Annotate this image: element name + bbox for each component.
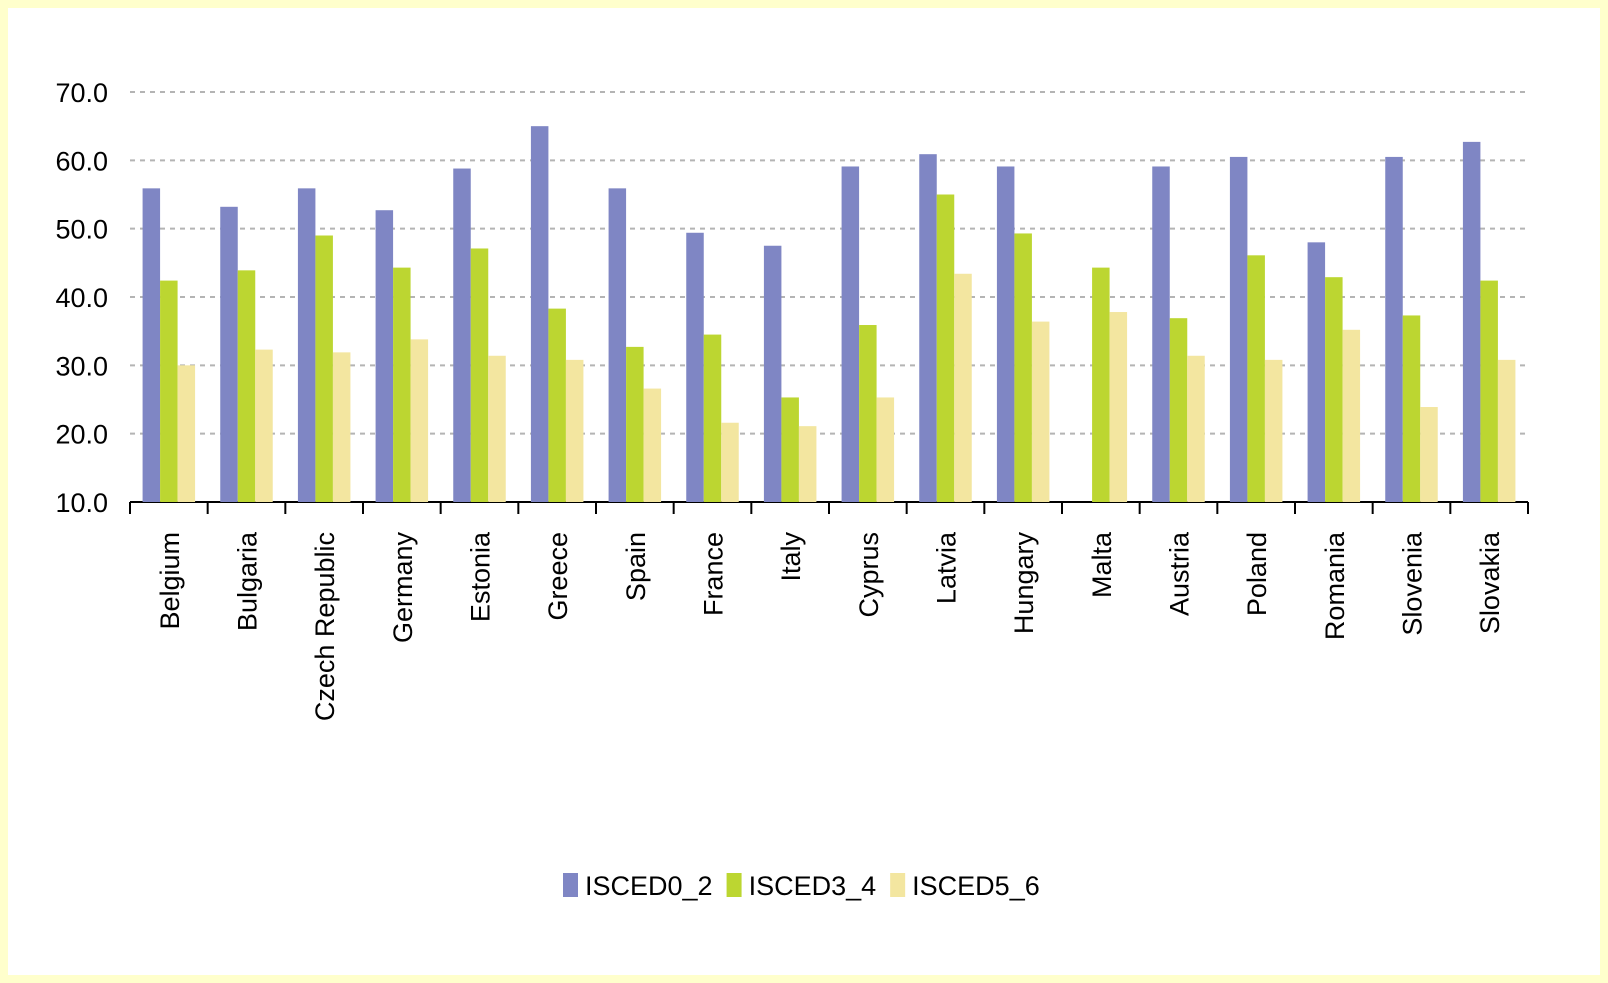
x-tick-label: Romania <box>1320 531 1350 640</box>
bar <box>954 273 972 502</box>
x-tick-label: France <box>699 532 729 616</box>
bar <box>453 168 471 503</box>
x-tick-label: Spain <box>621 532 651 601</box>
bar <box>1092 267 1110 502</box>
bar <box>721 422 739 502</box>
x-tick-label: Bulgaria <box>233 531 263 631</box>
x-tick-label: Hungary <box>1009 532 1039 635</box>
bar <box>1264 359 1283 502</box>
bar <box>530 126 549 503</box>
bar <box>876 397 895 502</box>
bar <box>686 232 704 502</box>
bar <box>1031 321 1050 502</box>
bar <box>548 308 566 502</box>
x-tick-label: Slovakia <box>1475 531 1505 634</box>
bar <box>1247 255 1265 502</box>
bar <box>565 359 584 502</box>
bar <box>1187 355 1205 502</box>
y-tick-label: 70.0 <box>55 78 108 108</box>
bar <box>237 270 256 502</box>
x-tick-label: Malta <box>1087 531 1117 598</box>
bar <box>315 235 333 502</box>
bar <box>160 280 178 502</box>
bar <box>703 334 722 502</box>
bar <box>332 352 351 502</box>
x-tick-label: Belgium <box>155 532 185 630</box>
bar <box>488 355 506 502</box>
bar <box>798 426 817 502</box>
legend-swatch <box>563 873 578 897</box>
bar <box>375 210 394 502</box>
bar <box>410 339 429 502</box>
y-tick-label: 10.0 <box>55 488 108 518</box>
chart: 10.0 20.0 30.0 40.0 50.0 60.0 70.0 Belgium Bulga… <box>55 78 1529 901</box>
bar <box>1480 280 1498 502</box>
bar <box>996 166 1015 502</box>
bar <box>1169 318 1188 502</box>
bar <box>841 166 860 502</box>
x-tick-label: Italy <box>776 532 806 582</box>
bar <box>643 388 662 502</box>
bar <box>936 194 955 502</box>
bar <box>1109 312 1128 502</box>
bar <box>255 349 273 502</box>
y-tick-label: 40.0 <box>55 283 108 313</box>
x-tick-label: Germany <box>388 532 418 644</box>
bar <box>297 188 316 502</box>
bar <box>393 267 411 502</box>
bar <box>1497 359 1516 502</box>
x-tick-label: Latvia <box>932 531 962 604</box>
x-tick-label: Austria <box>1165 531 1195 616</box>
bar <box>142 188 161 502</box>
bar <box>1325 277 1343 502</box>
legend-swatch <box>726 873 742 897</box>
bar <box>1402 315 1421 502</box>
bar <box>220 206 238 503</box>
bar <box>1307 242 1326 503</box>
bar <box>1014 233 1032 502</box>
y-tick-label: 60.0 <box>55 146 108 176</box>
y-tick-label: 30.0 <box>55 351 108 381</box>
bar <box>608 188 627 502</box>
bar <box>470 248 489 502</box>
x-tick-label: Slovenia <box>1398 531 1428 636</box>
legend-label: ISCED3_4 <box>749 871 877 901</box>
x-tick-label: Czech Republic <box>310 532 340 721</box>
bar <box>1420 407 1438 502</box>
bar <box>1229 156 1248 502</box>
bar <box>177 365 196 502</box>
bar <box>1385 156 1403 502</box>
bar <box>1462 141 1481 502</box>
x-tick-label: Cyprus <box>854 532 884 618</box>
legend-label: ISCED5_6 <box>912 871 1040 901</box>
bar <box>859 325 877 502</box>
y-tick-label: 20.0 <box>55 420 108 450</box>
y-tick-label: 50.0 <box>55 215 108 245</box>
bar <box>763 245 782 502</box>
bar <box>1152 166 1170 502</box>
legend-swatch <box>890 873 906 897</box>
bar <box>781 397 799 502</box>
x-tick-label: Poland <box>1242 532 1272 616</box>
legend-label: ISCED0_2 <box>585 871 713 901</box>
bar <box>626 346 644 502</box>
x-tick-label: Greece <box>543 532 573 621</box>
bar <box>919 154 937 502</box>
x-tick-label: Estonia <box>466 531 496 622</box>
bar <box>1342 329 1361 502</box>
